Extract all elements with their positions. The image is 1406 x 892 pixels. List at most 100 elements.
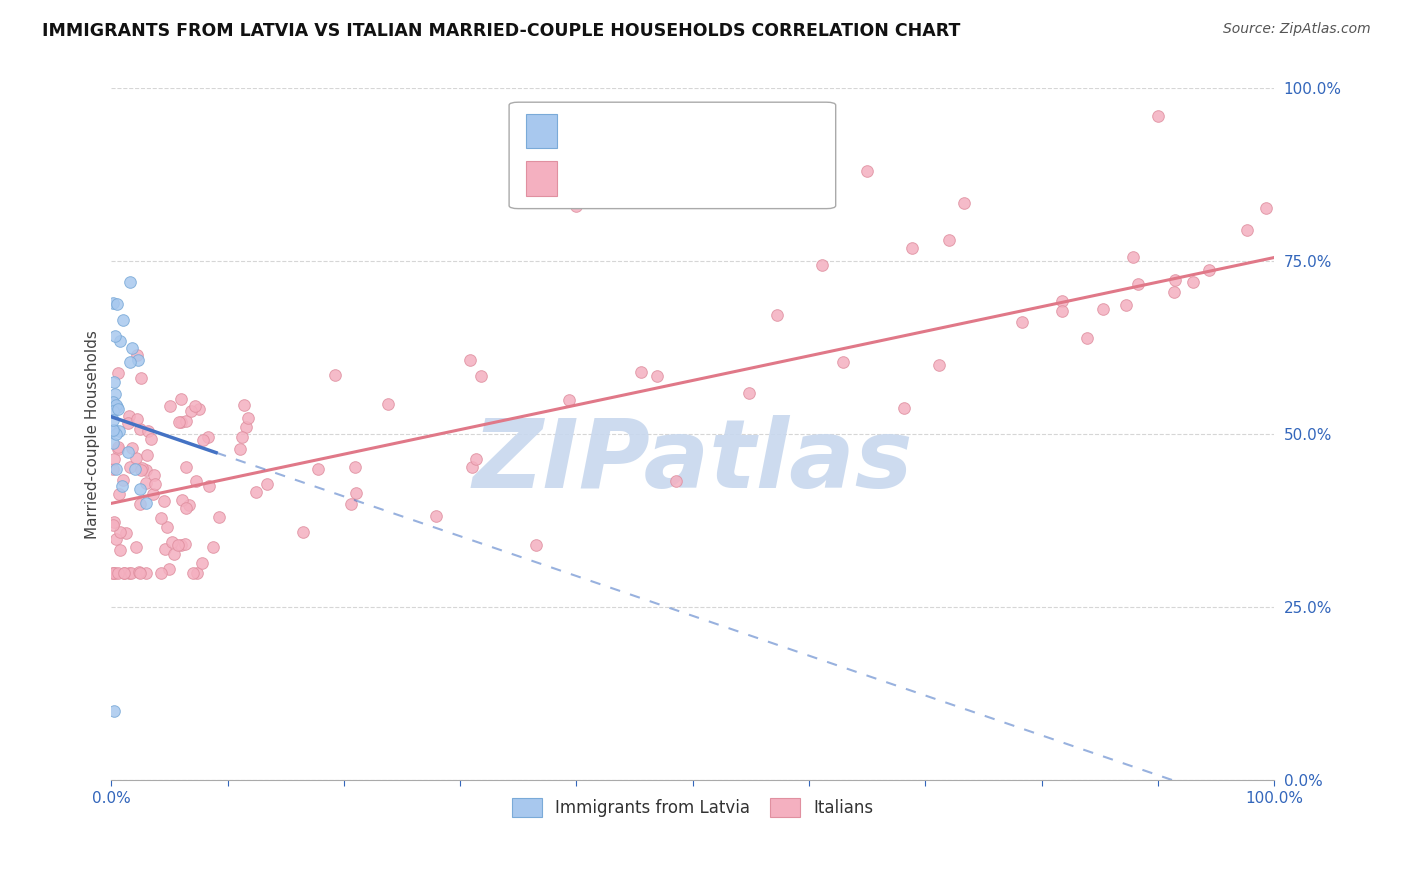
- Point: [1236, 223, 1258, 237]
- Point: [104, 427, 127, 442]
- Point: [103, 423, 125, 437]
- Point: [186, 566, 208, 580]
- Point: [682, 136, 704, 151]
- Point: [136, 424, 159, 438]
- Point: [107, 366, 129, 380]
- Text: IMMIGRANTS FROM LATVIA VS ITALIAN MARRIED-COUPLE HOUSEHOLDS CORRELATION CHART: IMMIGRANTS FROM LATVIA VS ITALIAN MARRIE…: [42, 22, 960, 40]
- Point: [127, 352, 149, 367]
- Point: [121, 442, 143, 456]
- Point: [103, 376, 125, 390]
- Point: [104, 532, 127, 546]
- Point: [117, 409, 139, 424]
- Point: [197, 479, 219, 493]
- Point: [231, 430, 253, 444]
- Point: [159, 400, 181, 414]
- Point: [344, 460, 367, 475]
- Point: [141, 432, 163, 446]
- Point: [180, 404, 202, 418]
- Point: [125, 450, 148, 465]
- Point: [107, 442, 129, 457]
- Point: [191, 556, 214, 570]
- Point: [953, 195, 976, 210]
- Point: [129, 483, 152, 497]
- Point: [103, 704, 125, 718]
- Point: [129, 566, 152, 580]
- Point: [558, 392, 581, 407]
- Point: [184, 475, 207, 489]
- Point: [118, 275, 141, 289]
- Point: [103, 451, 125, 466]
- Point: [107, 566, 129, 580]
- Point: [107, 441, 129, 455]
- Point: [150, 566, 173, 580]
- Point: [127, 412, 149, 426]
- Point: [170, 416, 193, 430]
- Point: [938, 233, 960, 247]
- Point: [125, 348, 148, 362]
- Point: [115, 526, 138, 541]
- Point: [104, 566, 127, 580]
- Point: [108, 486, 131, 500]
- Point: [129, 422, 152, 436]
- Point: [645, 368, 668, 383]
- Point: [191, 434, 214, 448]
- Point: [143, 477, 166, 491]
- Point: [101, 403, 124, 417]
- Point: [172, 493, 194, 508]
- Point: [170, 538, 193, 552]
- Point: [167, 538, 190, 552]
- Point: [1146, 109, 1168, 123]
- Point: [183, 566, 205, 580]
- Point: [256, 476, 278, 491]
- Point: [112, 473, 135, 487]
- Point: [344, 485, 367, 500]
- Point: [142, 486, 165, 500]
- Point: [101, 394, 124, 409]
- Point: [129, 497, 152, 511]
- Point: [229, 442, 252, 456]
- Point: [1050, 304, 1073, 318]
- Point: [101, 423, 124, 437]
- Point: [105, 462, 128, 476]
- Point: [176, 414, 198, 428]
- Point: [245, 484, 267, 499]
- Point: [124, 461, 146, 475]
- Point: [174, 459, 197, 474]
- Point: [120, 355, 142, 369]
- Point: [928, 358, 950, 372]
- Point: [1115, 298, 1137, 312]
- Point: [665, 474, 688, 488]
- Point: [201, 540, 224, 554]
- Point: [291, 524, 314, 539]
- Point: [1198, 263, 1220, 277]
- Point: [128, 565, 150, 579]
- Point: [340, 497, 363, 511]
- Point: [110, 334, 132, 348]
- Point: [125, 541, 148, 555]
- Text: ZIPatlas: ZIPatlas: [472, 416, 912, 508]
- Point: [135, 566, 157, 580]
- Point: [163, 547, 186, 561]
- Point: [105, 398, 128, 412]
- Point: [170, 392, 193, 407]
- Point: [856, 164, 879, 178]
- Point: [464, 451, 486, 466]
- Point: [105, 297, 128, 311]
- Point: [831, 354, 853, 368]
- Point: [1254, 202, 1277, 216]
- Point: [377, 397, 399, 411]
- Point: [1011, 316, 1033, 330]
- Point: [143, 468, 166, 483]
- Point: [765, 309, 787, 323]
- Point: [135, 496, 157, 510]
- Point: [108, 525, 131, 540]
- Point: [197, 430, 219, 444]
- Point: [101, 436, 124, 450]
- Legend: Immigrants from Latvia, Italians: Immigrants from Latvia, Italians: [505, 791, 880, 824]
- Point: [103, 413, 125, 427]
- Point: [121, 341, 143, 355]
- Point: [238, 411, 260, 425]
- Point: [157, 562, 180, 576]
- Point: [1182, 275, 1205, 289]
- Point: [458, 353, 481, 368]
